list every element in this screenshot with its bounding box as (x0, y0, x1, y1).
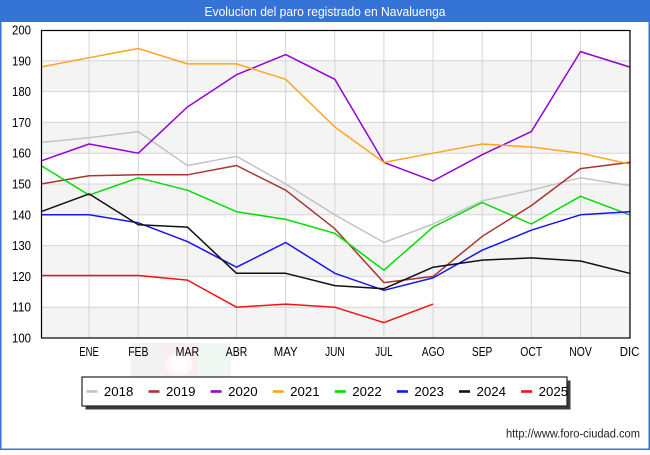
svg-text:2018: 2018 (104, 385, 134, 399)
svg-text:120: 120 (12, 270, 31, 284)
svg-text:150: 150 (12, 178, 31, 192)
svg-text:JUN: JUN (325, 345, 345, 359)
svg-text:OCT: OCT (520, 345, 542, 359)
svg-text:160: 160 (12, 147, 31, 161)
svg-text:180: 180 (12, 85, 31, 99)
svg-text:DIC: DIC (620, 345, 640, 359)
svg-text:FEB: FEB (128, 345, 148, 359)
svg-text:2020: 2020 (228, 385, 258, 399)
svg-text:130: 130 (12, 239, 31, 253)
svg-text:2019: 2019 (166, 385, 196, 399)
svg-text:110: 110 (12, 301, 31, 315)
svg-text:200: 200 (12, 24, 31, 38)
svg-text:100: 100 (12, 332, 31, 346)
svg-text:Evolucion del paro registrado: Evolucion del paro registrado en Navalue… (205, 4, 447, 19)
svg-text:190: 190 (12, 54, 31, 68)
svg-text:170: 170 (12, 116, 31, 130)
svg-text:140: 140 (12, 208, 31, 222)
svg-text:JUL: JUL (375, 345, 392, 359)
svg-text:http://www.foro-ciudad.com: http://www.foro-ciudad.com (506, 427, 640, 441)
svg-text:2022: 2022 (352, 385, 382, 399)
svg-text:2025: 2025 (539, 385, 569, 399)
svg-text:AGO: AGO (422, 345, 445, 359)
svg-text:MAR: MAR (176, 345, 200, 359)
svg-text:MAY: MAY (274, 345, 298, 359)
svg-text:ENE: ENE (79, 345, 99, 359)
svg-text:2024: 2024 (477, 385, 507, 399)
svg-text:ABR: ABR (226, 345, 248, 359)
svg-text:NOV: NOV (569, 345, 592, 359)
svg-text:2023: 2023 (414, 385, 444, 399)
svg-text:2021: 2021 (290, 385, 320, 399)
svg-text:SEP: SEP (472, 345, 493, 359)
